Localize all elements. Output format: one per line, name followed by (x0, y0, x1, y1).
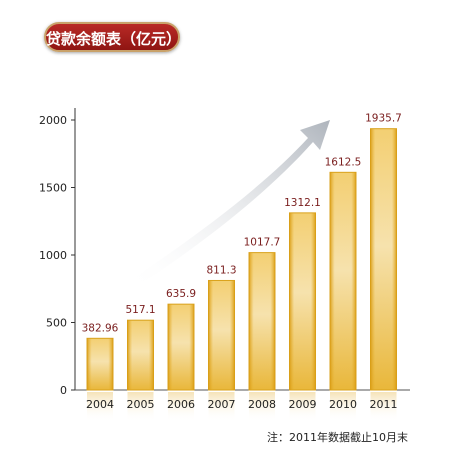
bar-value-label: 517.1 (125, 304, 155, 316)
y-tick-label: 0 (60, 384, 67, 397)
x-tick-label: 2011 (370, 398, 398, 411)
x-tick-label: 2010 (329, 398, 357, 411)
chart-title: 贷款余额表（亿元） (44, 22, 181, 52)
x-tick-label: 2007 (208, 398, 236, 411)
bar-value-label: 635.9 (166, 288, 196, 300)
bar-shading (249, 252, 275, 390)
bar-shading (330, 172, 356, 390)
bar-value-label: 1935.7 (365, 113, 402, 125)
bar-shading (208, 280, 235, 390)
bar-reflection (330, 392, 356, 422)
y-tick-label: 1500 (39, 182, 67, 195)
bar-value-label: 382.96 (82, 322, 119, 334)
x-tick-label: 2004 (86, 398, 114, 411)
x-tick-label: 2006 (167, 398, 195, 411)
bar-shading (289, 212, 316, 390)
bar-reflection (168, 392, 194, 422)
bar-shading (168, 304, 194, 390)
bar-value-label: 1312.1 (284, 197, 321, 209)
bar-reflection (127, 392, 154, 422)
footnote: 注：2011年数据截止10月末 (267, 431, 408, 444)
trend-arrow (128, 120, 330, 290)
bar-value-label: 1612.5 (325, 156, 362, 168)
bar-reflection (289, 392, 316, 422)
x-tick-label: 2008 (248, 398, 276, 411)
bar-reflection (370, 392, 397, 422)
bar-reflection (87, 392, 113, 422)
bar-reflection (208, 392, 235, 422)
bar-shading (127, 320, 154, 390)
y-tick-label: 1000 (39, 249, 67, 262)
x-tick-label: 2005 (127, 398, 155, 411)
x-tick-label: 2009 (289, 398, 317, 411)
bar-shading (370, 128, 397, 391)
bar-shading (87, 338, 113, 390)
y-tick-label: 500 (46, 317, 67, 330)
bar-value-label: 811.3 (206, 264, 236, 276)
y-tick-label: 2000 (39, 114, 67, 127)
bar-reflection (249, 392, 275, 422)
bar-value-label: 1017.7 (244, 237, 281, 249)
